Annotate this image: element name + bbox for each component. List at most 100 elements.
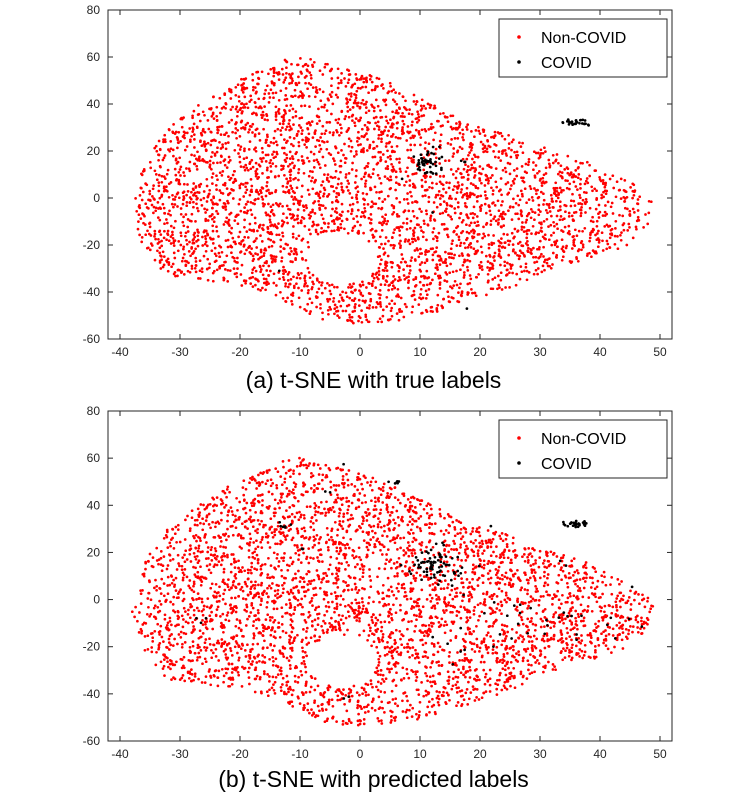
y-tick-label: 40 <box>87 97 101 111</box>
non-covid-point <box>405 139 409 142</box>
non-covid-point <box>222 105 226 109</box>
non-covid-point <box>334 93 338 97</box>
non-covid-point <box>413 298 417 301</box>
non-covid-point <box>439 203 442 206</box>
non-covid-point <box>486 138 489 142</box>
non-covid-point <box>281 275 285 279</box>
non-covid-point <box>473 230 476 233</box>
non-covid-point <box>251 268 255 271</box>
non-covid-point <box>488 209 492 213</box>
non-covid-point <box>368 304 371 307</box>
non-covid-point <box>569 199 573 203</box>
non-covid-point <box>327 180 331 183</box>
non-covid-point <box>401 569 404 573</box>
non-covid-point <box>300 195 304 198</box>
non-covid-point <box>566 167 570 171</box>
non-covid-point <box>444 159 447 163</box>
non-covid-point <box>273 175 277 179</box>
non-covid-point <box>330 201 334 204</box>
non-covid-point <box>536 171 539 175</box>
non-covid-point <box>334 169 338 173</box>
non-covid-point <box>231 130 234 134</box>
non-covid-point <box>307 137 310 141</box>
non-covid-point <box>447 186 451 190</box>
non-covid-point <box>248 162 252 166</box>
non-covid-point <box>386 149 389 153</box>
non-covid-point <box>541 176 545 180</box>
non-covid-point <box>426 223 430 226</box>
non-covid-point <box>348 319 352 322</box>
non-covid-point <box>369 175 373 179</box>
non-covid-point <box>153 232 157 236</box>
non-covid-point <box>153 229 157 233</box>
non-covid-point <box>327 193 331 196</box>
non-covid-point <box>201 157 205 161</box>
non-covid-point <box>174 219 177 223</box>
non-covid-point <box>226 201 230 205</box>
non-covid-point <box>195 125 199 129</box>
non-covid-point <box>229 231 233 235</box>
covid-point <box>586 123 590 127</box>
non-covid-point <box>600 193 604 197</box>
non-covid-point <box>555 189 559 193</box>
non-covid-point <box>138 206 142 210</box>
non-covid-point <box>264 288 267 292</box>
non-covid-point <box>543 260 546 264</box>
non-covid-point <box>631 630 634 634</box>
non-covid-point <box>191 252 194 256</box>
non-covid-point <box>357 130 360 134</box>
non-covid-point <box>137 220 140 223</box>
non-covid-point <box>182 196 186 200</box>
non-covid-point <box>296 199 300 203</box>
non-covid-point <box>277 98 281 102</box>
non-covid-point <box>148 189 152 193</box>
non-covid-point <box>295 511 299 515</box>
non-covid-point <box>297 81 301 85</box>
non-covid-point <box>431 278 434 282</box>
non-covid-point <box>445 181 448 184</box>
non-covid-point <box>169 224 173 228</box>
non-covid-point <box>403 302 407 306</box>
non-covid-point <box>188 270 192 274</box>
non-covid-point <box>386 177 389 180</box>
non-covid-point <box>518 141 521 145</box>
non-covid-point <box>284 191 287 194</box>
non-covid-point <box>183 131 187 135</box>
non-covid-point <box>330 77 334 80</box>
non-covid-point <box>267 274 270 277</box>
non-covid-point <box>339 213 343 217</box>
non-covid-point <box>308 105 311 108</box>
covid-point <box>582 122 586 126</box>
non-covid-point <box>477 698 481 701</box>
non-covid-point <box>154 237 157 241</box>
non-covid-point <box>375 144 379 148</box>
non-covid-point <box>335 607 339 611</box>
non-covid-point <box>378 177 381 180</box>
non-covid-point <box>134 197 137 200</box>
non-covid-point <box>489 576 493 580</box>
covid-point <box>416 163 420 167</box>
non-covid-point <box>443 579 447 582</box>
non-covid-point <box>311 176 314 180</box>
non-covid-point <box>351 226 355 230</box>
non-covid-point <box>200 270 204 274</box>
non-covid-point <box>413 285 417 288</box>
non-covid-point <box>341 210 344 214</box>
non-covid-point <box>553 188 556 192</box>
non-covid-point <box>436 601 439 605</box>
non-covid-point <box>357 143 360 147</box>
non-covid-point <box>381 308 385 312</box>
non-covid-point <box>358 106 362 109</box>
non-covid-point <box>311 170 314 174</box>
non-covid-point <box>634 225 638 229</box>
non-covid-point <box>383 646 387 649</box>
non-covid-point <box>389 84 392 88</box>
non-covid-point <box>313 506 317 510</box>
non-covid-point <box>408 108 411 111</box>
non-covid-point <box>416 112 420 116</box>
non-covid-point <box>347 144 351 148</box>
non-covid-point <box>399 170 402 173</box>
non-covid-point <box>192 590 196 594</box>
non-covid-point <box>396 574 399 578</box>
non-covid-point <box>194 533 198 537</box>
